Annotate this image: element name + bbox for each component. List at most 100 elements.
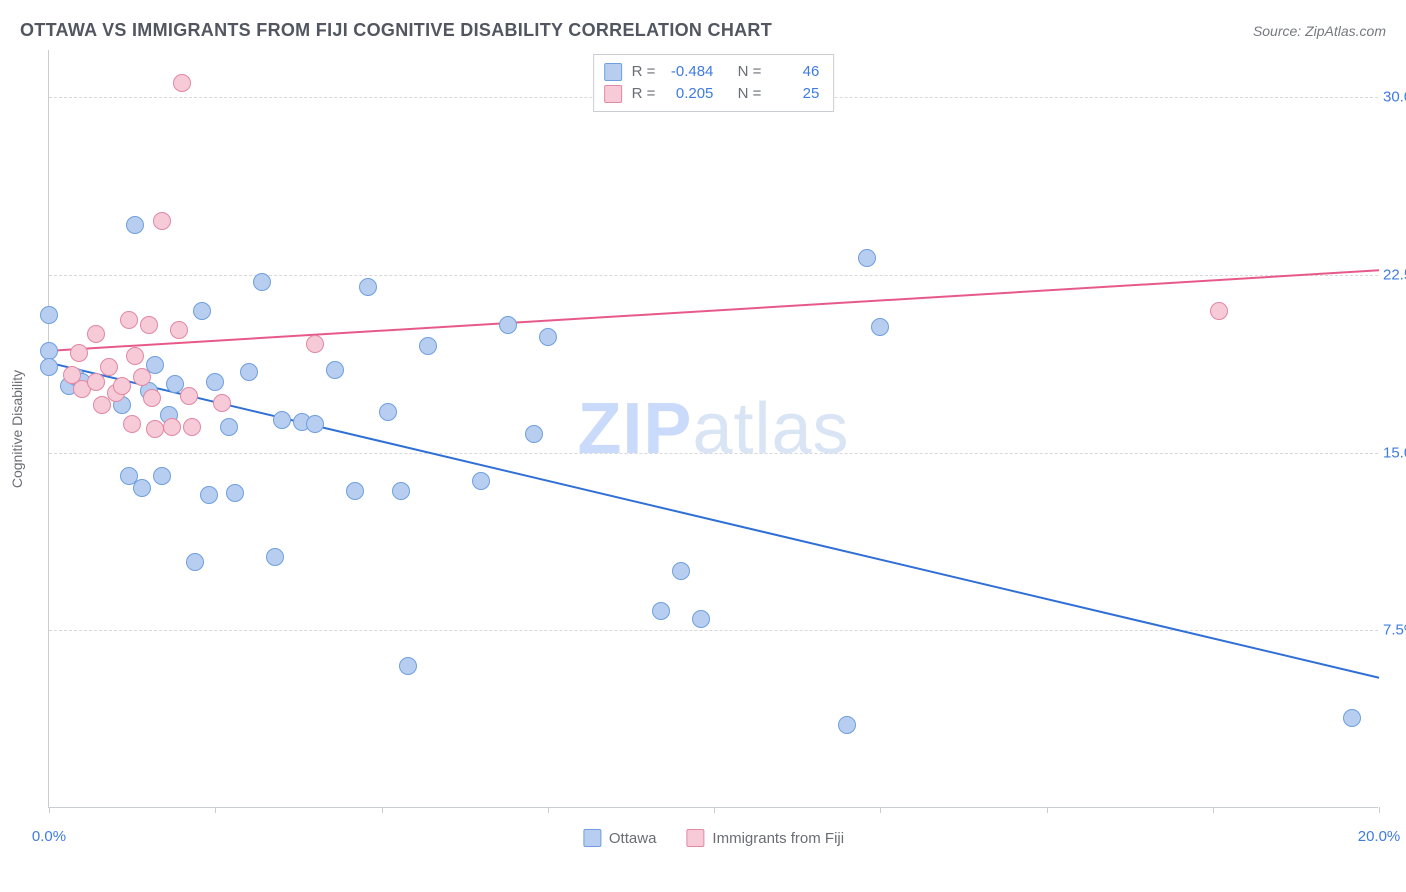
data-point-fiji: [143, 389, 161, 407]
data-point-ottawa: [539, 328, 557, 346]
data-point-ottawa: [692, 610, 710, 628]
trendline-fiji: [49, 270, 1379, 351]
legend-label-fiji: Immigrants from Fiji: [712, 830, 844, 847]
data-point-ottawa: [326, 361, 344, 379]
data-point-fiji: [133, 368, 151, 386]
data-point-fiji: [163, 418, 181, 436]
data-point-fiji: [70, 344, 88, 362]
trend-lines: [49, 50, 1378, 807]
x-tick: [548, 807, 549, 813]
x-tick: [382, 807, 383, 813]
value-R-ottawa: -0.484: [665, 61, 713, 83]
data-point-fiji: [180, 387, 198, 405]
label-R: R =: [632, 83, 656, 105]
data-point-fiji: [153, 212, 171, 230]
data-point-fiji: [123, 415, 141, 433]
data-point-fiji: [140, 316, 158, 334]
swatch-ottawa: [583, 829, 601, 847]
stats-row-fiji: R = 0.205 N = 25: [604, 83, 820, 105]
data-point-ottawa: [392, 482, 410, 500]
x-tick: [880, 807, 881, 813]
x-tick-label: 20.0%: [1358, 828, 1401, 845]
data-point-ottawa: [379, 403, 397, 421]
data-point-ottawa: [206, 373, 224, 391]
data-point-ottawa: [40, 342, 58, 360]
legend-item-ottawa: Ottawa: [583, 829, 657, 847]
data-point-ottawa: [273, 411, 291, 429]
data-point-fiji: [213, 394, 231, 412]
data-point-ottawa: [525, 425, 543, 443]
data-point-ottawa: [193, 302, 211, 320]
label-N: N =: [738, 83, 762, 105]
data-point-fiji: [146, 420, 164, 438]
swatch-ottawa: [604, 63, 622, 81]
bottom-legend: Ottawa Immigrants from Fiji: [583, 829, 844, 847]
x-tick: [1379, 807, 1380, 813]
data-point-ottawa: [200, 486, 218, 504]
swatch-fiji: [604, 85, 622, 103]
value-N-fiji: 25: [771, 83, 819, 105]
data-point-fiji: [100, 358, 118, 376]
data-point-ottawa: [871, 318, 889, 336]
stats-legend-box: R = -0.484 N = 46 R = 0.205 N = 25: [593, 54, 835, 112]
legend-label-ottawa: Ottawa: [609, 830, 657, 847]
data-point-fiji: [120, 311, 138, 329]
label-R: R =: [632, 61, 656, 83]
swatch-fiji: [686, 829, 704, 847]
data-point-fiji: [1210, 302, 1228, 320]
data-point-ottawa: [266, 548, 284, 566]
data-point-ottawa: [1343, 709, 1361, 727]
plot-area: Cognitive Disability ZIPatlas 7.5%15.0%2…: [48, 50, 1378, 808]
y-tick-label: 30.0%: [1383, 89, 1406, 106]
data-point-ottawa: [186, 553, 204, 571]
source-prefix: Source:: [1253, 23, 1305, 39]
x-tick: [1213, 807, 1214, 813]
value-N-ottawa: 46: [771, 61, 819, 83]
data-point-ottawa: [306, 415, 324, 433]
x-tick-label: 0.0%: [32, 828, 66, 845]
trendline-ottawa: [49, 363, 1379, 678]
data-point-ottawa: [672, 562, 690, 580]
y-axis-label: Cognitive Disability: [9, 369, 25, 487]
data-point-fiji: [170, 321, 188, 339]
y-tick-label: 15.0%: [1383, 444, 1406, 461]
data-point-fiji: [87, 373, 105, 391]
data-point-ottawa: [220, 418, 238, 436]
data-point-fiji: [173, 74, 191, 92]
label-N: N =: [738, 61, 762, 83]
data-point-ottawa: [359, 278, 377, 296]
x-tick: [714, 807, 715, 813]
data-point-ottawa: [253, 273, 271, 291]
data-point-fiji: [126, 347, 144, 365]
x-tick: [49, 807, 50, 813]
value-R-fiji: 0.205: [665, 83, 713, 105]
y-tick-label: 7.5%: [1383, 622, 1406, 639]
data-point-ottawa: [399, 657, 417, 675]
data-point-ottawa: [652, 602, 670, 620]
data-point-fiji: [306, 335, 324, 353]
data-point-ottawa: [226, 484, 244, 502]
chart-title: OTTAWA VS IMMIGRANTS FROM FIJI COGNITIVE…: [20, 20, 772, 41]
chart-source: Source: ZipAtlas.com: [1253, 23, 1386, 39]
data-point-ottawa: [40, 358, 58, 376]
x-tick: [215, 807, 216, 813]
data-point-ottawa: [346, 482, 364, 500]
x-tick: [1047, 807, 1048, 813]
data-point-ottawa: [240, 363, 258, 381]
data-point-fiji: [183, 418, 201, 436]
data-point-ottawa: [838, 716, 856, 734]
data-point-ottawa: [126, 216, 144, 234]
data-point-ottawa: [858, 249, 876, 267]
data-point-fiji: [87, 325, 105, 343]
source-name: ZipAtlas.com: [1305, 23, 1386, 39]
data-point-ottawa: [419, 337, 437, 355]
data-point-fiji: [113, 377, 131, 395]
legend-item-fiji: Immigrants from Fiji: [686, 829, 844, 847]
stats-row-ottawa: R = -0.484 N = 46: [604, 61, 820, 83]
y-tick-label: 22.5%: [1383, 267, 1406, 284]
data-point-ottawa: [133, 479, 151, 497]
data-point-ottawa: [499, 316, 517, 334]
data-point-ottawa: [472, 472, 490, 490]
data-point-ottawa: [40, 306, 58, 324]
data-point-ottawa: [153, 467, 171, 485]
